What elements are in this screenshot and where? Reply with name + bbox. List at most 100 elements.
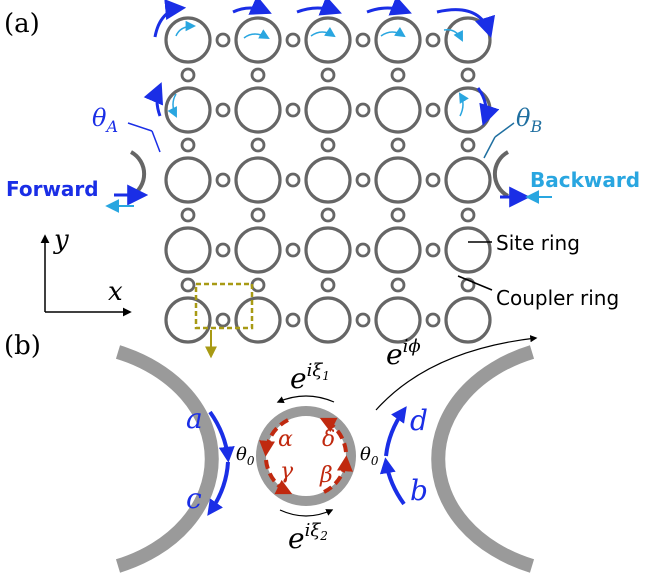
site-ring — [444, 16, 492, 64]
coupler-ring — [390, 67, 406, 83]
phase-xi1-label: eiξ1 — [290, 360, 330, 395]
site-ring — [164, 296, 212, 344]
site-ring — [164, 156, 212, 204]
mode-a-label: a — [186, 402, 203, 435]
coupler-ring — [425, 312, 441, 328]
gamma-label: γ — [280, 459, 294, 484]
forward-circulation-arrow — [366, 0, 412, 16]
mode-b-arrow — [379, 457, 406, 506]
phase-phi-label: eiϕ — [386, 336, 421, 371]
phi-phase-arrow — [375, 335, 538, 411]
mode-c-label: c — [186, 482, 202, 515]
coupler-ring — [180, 67, 196, 83]
coupler-ring — [355, 312, 371, 328]
backward-circulation-arrow — [310, 26, 336, 38]
coupler-ring — [390, 277, 406, 293]
backward-circulation-arrow — [380, 26, 406, 38]
coupler-ring — [180, 137, 196, 153]
mode-b-label: b — [410, 474, 428, 507]
backward-circulation-arrow — [443, 28, 463, 42]
coupler-ring — [320, 207, 336, 223]
backward-circulation-arrow — [175, 20, 197, 37]
theta0-left-label: θ0 — [236, 444, 255, 468]
site-ring-label: Site ring — [496, 231, 580, 255]
coupler-ring — [460, 67, 476, 83]
mode-a-arrow — [208, 410, 235, 463]
site-ring — [234, 16, 282, 64]
coupler-ring — [425, 32, 441, 48]
beta-label: β — [319, 463, 333, 488]
coupler-ring — [425, 102, 441, 118]
coupler-ring — [355, 102, 371, 118]
coupler-ring — [285, 102, 301, 118]
mode-c-arrow — [207, 461, 230, 516]
xi1-phase-arrow — [276, 395, 335, 404]
coupler-ring — [320, 137, 336, 153]
panel-b-label: (b) — [4, 331, 41, 361]
output-waveguide-arc — [492, 150, 510, 198]
coupler-ring — [320, 67, 336, 83]
site-ring — [164, 226, 212, 274]
site-ring — [374, 86, 422, 134]
coordinate-axes: y x — [40, 225, 132, 317]
coupler-ring — [320, 277, 336, 293]
site-ring — [234, 86, 282, 134]
edge-circulation-arrows — [143, 0, 500, 126]
alpha-label: α — [278, 427, 293, 452]
ring-lattice — [164, 16, 492, 344]
coupler-ring — [285, 242, 301, 258]
forward-circulation-arrow — [143, 82, 164, 117]
x-axis-label: x — [108, 277, 123, 307]
site-ring — [304, 86, 352, 134]
zoom-highlight-box — [194, 282, 254, 330]
backward-circulation-arrow — [167, 93, 177, 118]
coupler-ring — [250, 67, 266, 83]
coupler-ring-leader — [457, 275, 493, 291]
coupler-ring — [460, 207, 476, 223]
forward-label: Forward — [6, 177, 99, 201]
coupler-ring-zoom — [256, 406, 356, 506]
panel-a-label: (a) — [4, 9, 40, 39]
xi2-phase-arrow — [279, 509, 334, 517]
coupler-ring — [215, 312, 231, 328]
coupler-mode-arrows — [259, 417, 353, 495]
coupler-ring — [250, 277, 266, 293]
coupler-ring — [215, 242, 231, 258]
coupler-ring — [250, 137, 266, 153]
coupler-ring — [425, 172, 441, 188]
backward-label: Backward — [530, 168, 640, 192]
forward-circulation-arrow — [232, 0, 272, 15]
forward-circulation-arrow — [296, 0, 342, 16]
coupler-ring — [285, 172, 301, 188]
phase-xi2-label: eiξ2 — [288, 520, 328, 555]
theta-a-leader — [127, 122, 153, 132]
site-ring — [374, 16, 422, 64]
mode-d-label: d — [410, 404, 428, 437]
site-ring — [444, 296, 492, 344]
site-ring — [234, 226, 282, 274]
coupler-ring — [180, 277, 196, 293]
forward-circulation-arrow — [153, 0, 187, 38]
coupler-ring — [180, 207, 196, 223]
coupler-ring — [460, 137, 476, 153]
coupler-ring — [460, 277, 476, 293]
coupler-ring — [355, 32, 371, 48]
input-waveguide-arc — [129, 150, 147, 198]
coupler-ring — [390, 137, 406, 153]
site-ring — [164, 16, 212, 64]
coupler-ring — [215, 102, 231, 118]
site-ring — [304, 156, 352, 204]
y-axis-label: y — [53, 225, 69, 255]
theta-b-leader — [494, 122, 515, 138]
site-ring — [304, 226, 352, 274]
coupler-ring — [250, 207, 266, 223]
site-ring — [304, 296, 352, 344]
theta-a-leader — [151, 130, 161, 153]
backward-circulation-arrow — [458, 92, 469, 117]
left-site-ring-segment — [115, 345, 219, 573]
site-ring — [444, 156, 492, 204]
site-ring — [444, 226, 492, 274]
right-site-ring-segment — [431, 345, 535, 573]
coupler-ring — [425, 242, 441, 258]
